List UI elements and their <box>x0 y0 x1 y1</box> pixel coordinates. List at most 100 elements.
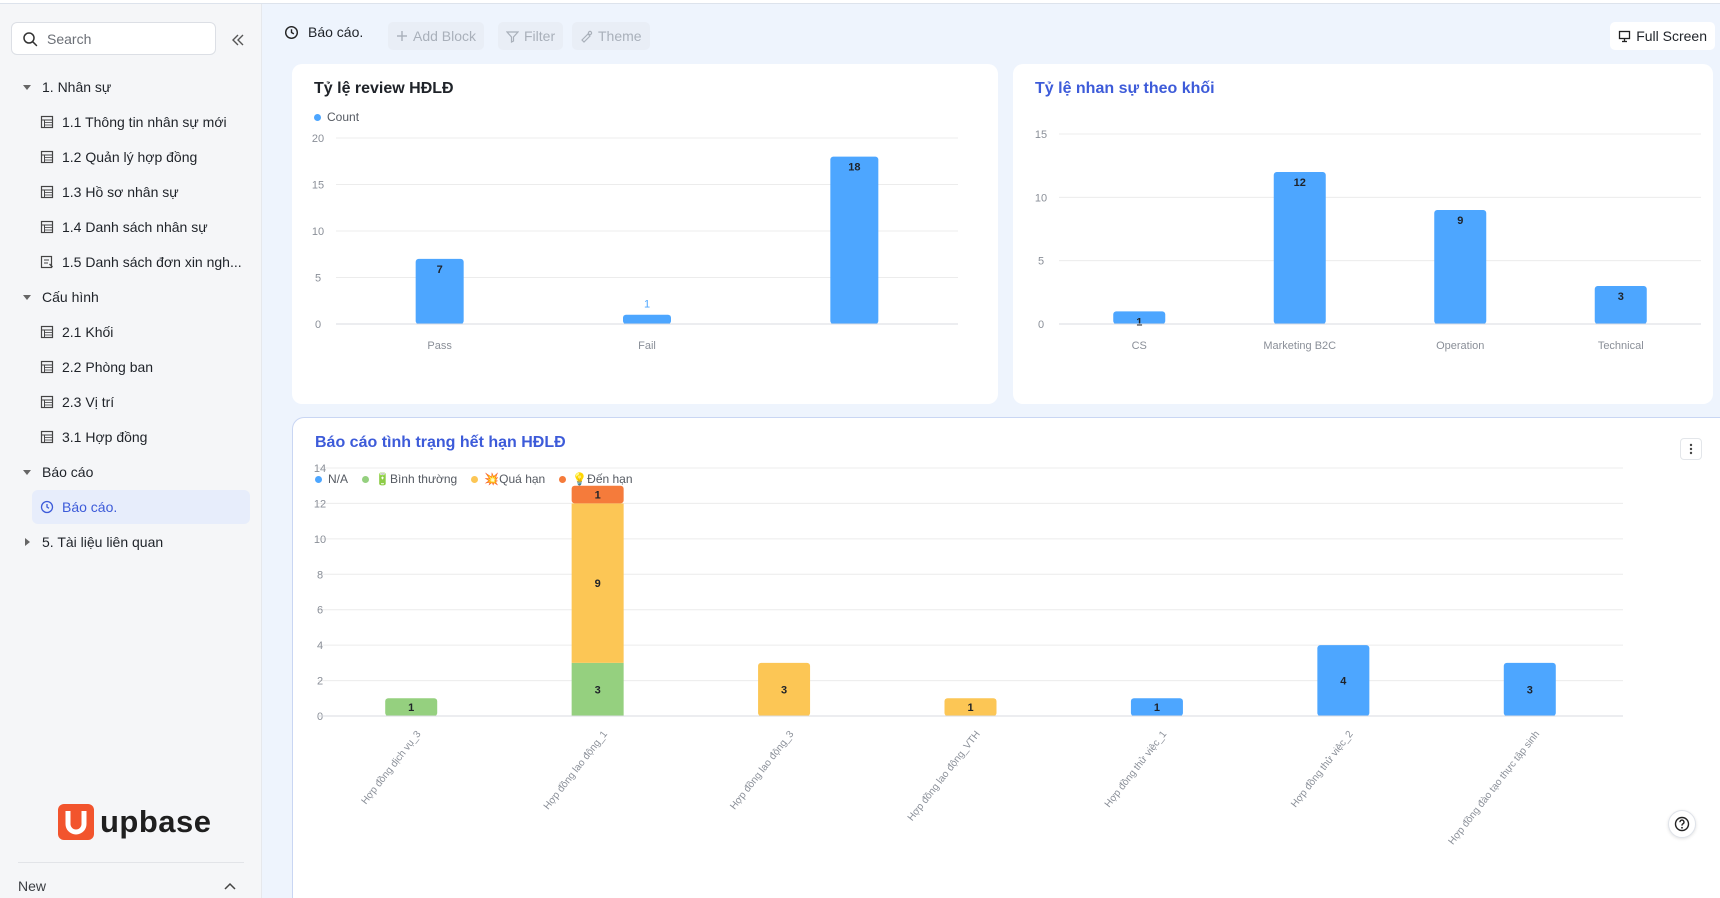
x-tick-label: Hợp đồng lao động_1 <box>541 728 610 812</box>
sidebar-item-0-1[interactable]: 1.2 Quản lý hợp đồng <box>32 140 250 174</box>
sidebar-group-3[interactable]: 5. Tài liệu liên quan <box>10 525 163 559</box>
bar[interactable] <box>1113 311 1166 324</box>
sidebar-footer[interactable]: New <box>18 862 244 898</box>
help-button[interactable] <box>1668 810 1696 838</box>
data-label: 18 <box>848 162 860 174</box>
bar[interactable] <box>571 485 624 504</box>
legend-item[interactable]: N/A <box>315 472 348 486</box>
caret-down-icon[interactable] <box>18 467 36 477</box>
bar[interactable] <box>571 503 624 663</box>
palette-icon <box>581 30 593 43</box>
table-icon <box>40 395 54 409</box>
bar[interactable] <box>1434 210 1487 324</box>
chart-title: Báo cáo tình trạng hết hạn HĐLĐ <box>315 434 566 451</box>
chart-legend: N/A 🔋Bình thường 💥Quá hạn 💡Đến hạn <box>315 472 647 486</box>
bar[interactable] <box>1594 286 1647 324</box>
search-icon <box>23 31 38 46</box>
table-icon <box>40 150 54 164</box>
chart-legend: Count <box>314 110 373 124</box>
sidebar-group-label: 1. Nhân sự <box>42 79 112 95</box>
caret-right-icon[interactable] <box>18 537 36 547</box>
bar[interactable] <box>1130 698 1183 716</box>
bar[interactable] <box>1273 172 1326 324</box>
bar[interactable] <box>944 698 997 716</box>
review-contract-chart-card: Tỷ lệ review HĐLĐ Count 0 5 10 15 20 7 Pass 1 Fa… <box>292 64 998 404</box>
bar[interactable] <box>571 662 624 716</box>
x-tick-label: Hợp đồng lao động_VTH <box>905 728 983 823</box>
bar[interactable] <box>1317 645 1370 716</box>
table-icon <box>40 360 54 374</box>
chevron-up-icon[interactable] <box>222 878 238 894</box>
sidebar-item-0-4[interactable]: 1.5 Danh sách đơn xin ngh... <box>32 245 250 279</box>
dashboard-icon <box>284 25 299 39</box>
data-label: 1 <box>1136 316 1142 328</box>
sidebar-item-1-0[interactable]: 2.1 Khối <box>32 315 250 349</box>
caret-down-icon[interactable] <box>18 292 36 302</box>
y-tick-label: 0 <box>317 711 323 723</box>
sidebar-item-1-2[interactable]: 2.3 Vị trí <box>32 385 250 419</box>
add-block-button[interactable]: Add Block <box>388 22 485 50</box>
sidebar-group-1[interactable]: Cấu hình <box>10 280 99 314</box>
y-tick-label: 2 <box>317 676 323 688</box>
sidebar-item-0-0[interactable]: 1.1 Thông tin nhân sự mới <box>32 105 250 139</box>
brand-name: upbase <box>100 804 212 839</box>
caret-down-icon[interactable] <box>18 82 36 92</box>
top-strip <box>0 0 1720 4</box>
full-screen-button[interactable]: Full Screen <box>1610 22 1715 50</box>
sidebar-item-label: 2.2 Phòng ban <box>62 359 154 375</box>
sidebar-item-0-3[interactable]: 1.4 Danh sách nhân sự <box>32 210 250 244</box>
sidebar-item-label: 2.1 Khối <box>62 324 114 340</box>
collapse-sidebar-button[interactable] <box>226 28 250 52</box>
filter-button[interactable]: Filter <box>498 22 564 50</box>
table-icon <box>40 430 54 444</box>
search-input[interactable] <box>47 30 207 47</box>
brand-logo: upbase <box>58 804 212 840</box>
more-options-button[interactable] <box>1680 438 1702 460</box>
y-tick-label: 12 <box>314 498 326 510</box>
y-tick-label: 10 <box>1035 192 1047 204</box>
bar[interactable] <box>623 314 671 324</box>
sidebar-item-2-0[interactable]: Báo cáo. <box>32 490 250 524</box>
chart-title: Tỷ lệ review HĐLĐ <box>314 80 454 97</box>
filter-icon <box>506 30 519 43</box>
sidebar-item-1-3[interactable]: 3.1 Hợp đồng <box>32 420 250 454</box>
search-box[interactable] <box>11 22 216 55</box>
monitor-icon <box>1619 30 1631 42</box>
x-tick-label: Hợp đồng thử việc_1 <box>1102 728 1170 810</box>
y-tick-label: 4 <box>317 640 323 652</box>
sidebar-item-label: 3.1 Hợp đồng <box>62 429 148 445</box>
bar-chart: 0 5 10 15 20 7 Pass 1 Fail 18 <box>312 133 958 352</box>
theme-button[interactable]: Theme <box>572 22 650 50</box>
y-tick-label: 10 <box>312 226 324 238</box>
legend-item[interactable]: 💡Đến hạn <box>559 472 633 486</box>
y-tick-label: 15 <box>1035 129 1047 141</box>
x-tick-label: Hợp đồng dịch vụ_3 <box>359 728 424 807</box>
data-label: 9 <box>1457 215 1463 227</box>
sidebar-item-1-1[interactable]: 2.2 Phòng ban <box>32 350 250 384</box>
page-title-text: Báo cáo. <box>308 24 364 40</box>
bar[interactable] <box>385 698 438 716</box>
bar[interactable] <box>415 258 464 324</box>
sidebar-group-label: Cấu hình <box>42 289 99 305</box>
y-tick-label: 5 <box>1038 256 1044 268</box>
data-label: 1 <box>1154 702 1160 714</box>
sidebar-group-label: 5. Tài liệu liên quan <box>42 534 164 550</box>
staff-by-division-chart-card: Tỷ lệ nhan sự theo khối 0 5 10 15 1 CS 12 Marke… <box>1013 64 1713 404</box>
legend-item[interactable]: 🔋Bình thường <box>362 472 457 486</box>
y-tick-label: 20 <box>312 133 324 145</box>
bar[interactable] <box>830 156 879 324</box>
sidebar-item-0-2[interactable]: 1.3 Hồ sơ nhân sự <box>32 175 250 209</box>
plus-icon <box>397 31 407 41</box>
table-icon <box>40 325 54 339</box>
sidebar-group-0[interactable]: 1. Nhân sự <box>10 70 111 104</box>
data-label: 1 <box>644 299 650 311</box>
bar[interactable] <box>758 662 811 716</box>
x-tick-label: Hợp đồng lao động_3 <box>727 728 796 812</box>
sidebar-item-label: 1.2 Quản lý hợp đồng <box>62 149 198 165</box>
y-tick-label: 6 <box>317 605 323 617</box>
x-tick-label: Hợp đồng đào tạo thực tập sinh <box>1446 728 1542 847</box>
legend-item[interactable]: 💥Quá hạn <box>471 472 545 486</box>
bar[interactable] <box>1503 662 1556 716</box>
sidebar-group-2[interactable]: Báo cáo <box>10 455 93 489</box>
legend-item[interactable]: Count <box>314 110 359 124</box>
